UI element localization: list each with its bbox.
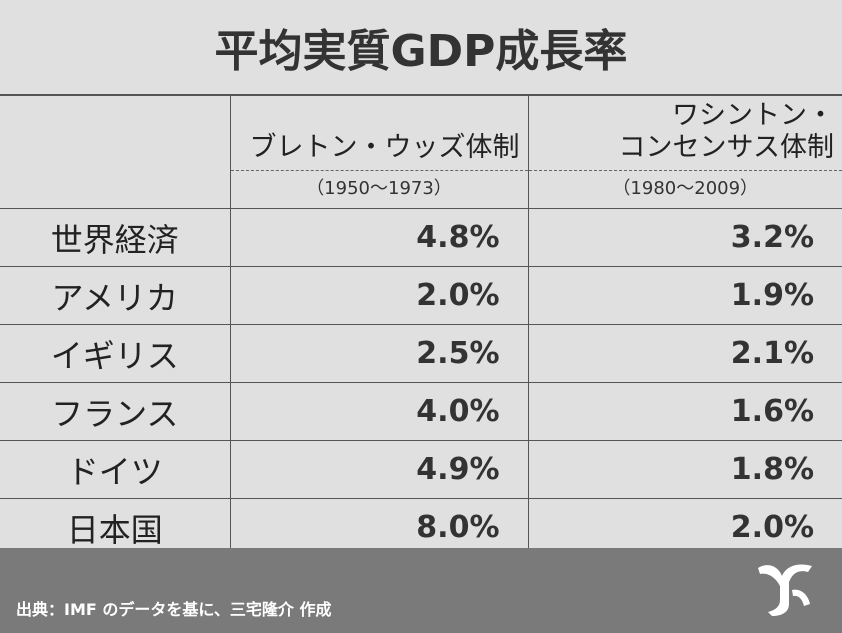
column-header-label: ブレトン・ウッズ体制 <box>249 132 520 163</box>
mr-logo-icon <box>758 564 812 616</box>
value-cell: 1.6% <box>527 382 842 441</box>
row-label: アメリカ <box>0 266 230 325</box>
table-row: 日本国 8.0% 2.0% <box>0 498 842 557</box>
column-period-label: （1950〜1973） <box>306 178 452 199</box>
value-cell: 2.0% <box>229 266 528 325</box>
row-label: 日本国 <box>0 498 230 557</box>
row-label: フランス <box>0 382 230 441</box>
dashed-divider <box>528 170 842 171</box>
value-cell: 4.8% <box>229 208 528 267</box>
header-cell-bretton-woods: ブレトン・ウッズ体制 （1950〜1973） <box>229 94 528 209</box>
table-row: 世界経済 4.8% 3.2% <box>0 208 842 267</box>
value-cell: 4.0% <box>229 382 528 441</box>
column-header-label: ワシントン・ コンセンサス体制 <box>618 100 834 163</box>
row-label: 世界経済 <box>0 208 230 267</box>
value-cell: 3.2% <box>527 208 842 267</box>
value-cell: 2.0% <box>527 498 842 557</box>
header-corner-cell <box>0 94 230 209</box>
column-period-label: （1980〜2009） <box>612 178 759 199</box>
table-row: フランス 4.0% 1.6% <box>0 382 842 441</box>
source-note: 出典：IMF のデータを基に、三宅隆介 作成 <box>16 600 332 619</box>
page-title: 平均実質GDP成長率 <box>0 0 842 96</box>
row-label: ドイツ <box>0 440 230 499</box>
footer-bar: 出典：IMF のデータを基に、三宅隆介 作成 <box>0 548 842 633</box>
table-row: イギリス 2.5% 2.1% <box>0 324 842 383</box>
value-cell: 2.5% <box>229 324 528 383</box>
value-cell: 1.8% <box>527 440 842 499</box>
header-cell-washington-consensus: ワシントン・ コンセンサス体制 （1980〜2009） <box>527 94 842 209</box>
gdp-table: ブレトン・ウッズ体制 （1950〜1973） ワシントン・ コンセンサス体制 （… <box>0 94 842 557</box>
table-header-row: ブレトン・ウッズ体制 （1950〜1973） ワシントン・ コンセンサス体制 （… <box>0 94 842 209</box>
row-label: イギリス <box>0 324 230 383</box>
table-row: アメリカ 2.0% 1.9% <box>0 266 842 325</box>
value-cell: 2.1% <box>527 324 842 383</box>
table-row: ドイツ 4.9% 1.8% <box>0 440 842 499</box>
value-cell: 4.9% <box>229 440 528 499</box>
dashed-divider <box>230 170 528 171</box>
value-cell: 1.9% <box>527 266 842 325</box>
value-cell: 8.0% <box>229 498 528 557</box>
